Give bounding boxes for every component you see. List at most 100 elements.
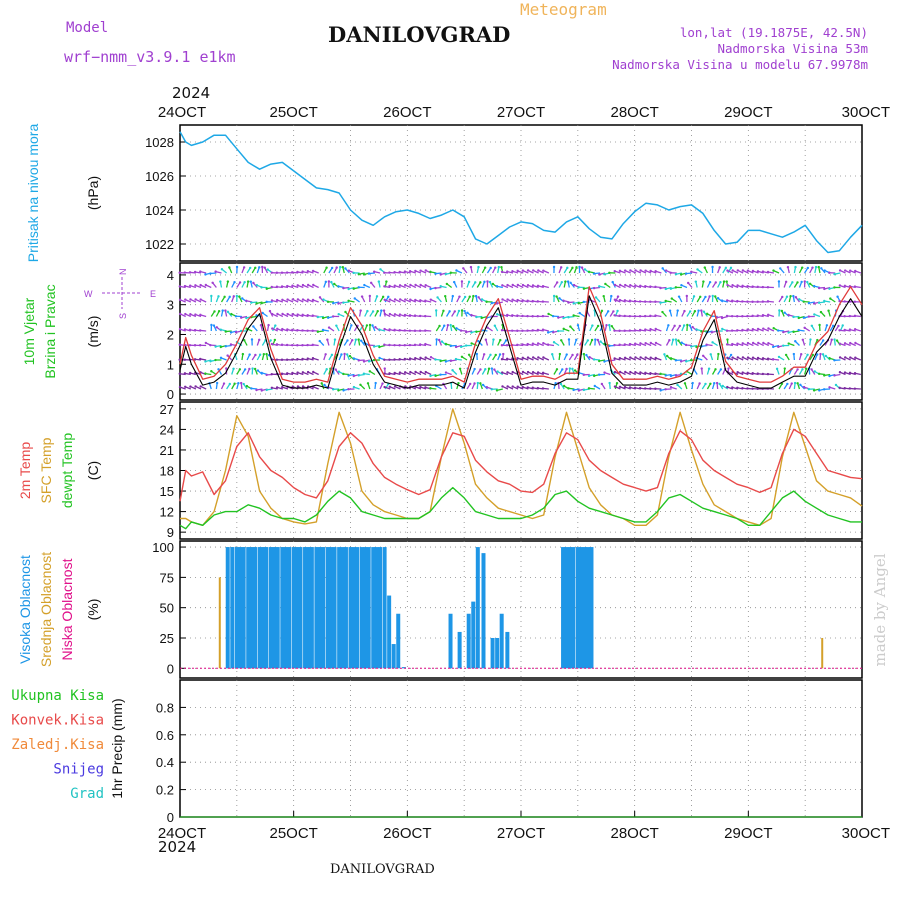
wind-arrow-head xyxy=(542,269,545,272)
wind-arrow-head xyxy=(817,301,821,304)
wind-arrow-head xyxy=(269,339,272,342)
wind-arrow-head xyxy=(633,299,637,303)
wind-arrow-head xyxy=(838,371,842,374)
wind-arrow-head xyxy=(849,341,852,345)
wind-arrow-head xyxy=(214,358,217,362)
x-tick-label-top: 27OCT xyxy=(497,104,545,121)
wind-arrow-head xyxy=(853,285,857,288)
high-cloud-bar xyxy=(564,547,569,669)
wind-arrow-head xyxy=(366,382,370,385)
wind-arrow-head xyxy=(189,385,192,388)
wind-arrow-head xyxy=(838,342,842,345)
wind-arrow-head xyxy=(296,385,300,388)
wind-arrow-head xyxy=(439,273,442,276)
wind-arrow-head xyxy=(270,285,273,289)
wind-arrow-head xyxy=(184,298,187,301)
x-tick-label-top: 30OCT xyxy=(842,104,890,121)
wind-arrow-head xyxy=(643,314,647,318)
wind-arrow-head xyxy=(321,328,325,332)
wind-arrow-head xyxy=(825,324,829,327)
wind-arrow-head xyxy=(482,353,486,356)
wind-arrow-head xyxy=(605,323,608,327)
wind-arrow-head xyxy=(464,344,468,347)
x-tick-label-bottom: 25OCT xyxy=(269,825,317,842)
wind-arrow-head xyxy=(444,342,448,346)
wind-arrow-head xyxy=(337,285,340,288)
wind-arrow-head xyxy=(792,330,795,334)
wind-arrow-head xyxy=(628,342,632,346)
wind-arrow-head xyxy=(669,357,673,360)
wind-arrow-head xyxy=(403,357,407,361)
wind-arrow-head xyxy=(593,384,597,388)
wind-arrow-head xyxy=(800,266,804,269)
wind-arrow-head xyxy=(330,353,334,357)
wind-arrow-head xyxy=(480,316,483,320)
high-cloud-bar xyxy=(309,547,314,669)
wind-arrow-head xyxy=(243,280,246,284)
wind-arrow-head xyxy=(372,345,376,348)
wind-arrow-head xyxy=(408,270,412,273)
wind-arrow-head xyxy=(726,385,729,389)
wind-arrow-head xyxy=(721,384,724,388)
wind-arrow-head xyxy=(664,299,667,303)
wind-arrow-head xyxy=(806,353,809,356)
wind-arrow-head xyxy=(324,280,328,284)
wind-arrow-head xyxy=(711,341,714,344)
cloud-ytick-label: 0 xyxy=(167,661,174,676)
wind-arrow-head xyxy=(413,343,417,346)
wind-arrow-head xyxy=(270,372,273,376)
wind-arrow-head xyxy=(592,286,596,290)
wind-arrow-head xyxy=(306,283,310,287)
wind-arrow-head xyxy=(485,300,488,303)
wind-arrow-head xyxy=(702,310,706,313)
wind-arrow-head xyxy=(178,298,182,302)
wind-arrow-head xyxy=(331,388,335,391)
wind-arrow-head xyxy=(594,296,598,299)
wind-arrow-head xyxy=(638,300,642,303)
wind-arrow-head xyxy=(669,386,673,389)
wind-arrow-head xyxy=(587,387,591,390)
wind-arrow-head xyxy=(596,324,600,328)
wind-arrow-head xyxy=(746,269,750,272)
wind-arrow-head xyxy=(495,285,499,288)
high-cloud-bar xyxy=(586,547,591,669)
wind-arrow-head xyxy=(374,381,377,385)
high-cloud-bar xyxy=(374,547,379,669)
precip-legend-item: Ukupna Kisa xyxy=(11,688,104,704)
wind-arrow-head xyxy=(382,309,386,312)
mid-cloud-bar xyxy=(821,637,824,669)
wind-arrow-head xyxy=(690,345,693,348)
wind-arrow-head xyxy=(844,356,847,359)
cloud-ytick-label: 100 xyxy=(152,540,174,555)
wind-ytick-label: 2 xyxy=(167,327,174,342)
wind-arrow-head xyxy=(783,311,786,314)
wind-arrow-head xyxy=(741,300,744,303)
high-cloud-bar xyxy=(280,547,285,669)
wind-arrow-head xyxy=(199,283,202,287)
compass-w: W xyxy=(84,289,93,299)
wind-arrow-head xyxy=(521,299,524,302)
wind-arrow-head xyxy=(454,357,458,361)
wind-arrow-head xyxy=(472,294,475,298)
wind-arrow-head xyxy=(233,382,236,385)
wind-arrow-head xyxy=(796,281,799,284)
wind-arrow-head xyxy=(316,330,320,333)
wind-arrow-head xyxy=(367,360,371,363)
wind-arrow-head xyxy=(444,371,448,374)
wind-arrow-head xyxy=(772,327,775,330)
wind-arrow-head xyxy=(700,330,703,333)
wind-arrow-head xyxy=(506,385,509,388)
wind-arrow-head xyxy=(736,371,739,374)
wind-arrow-head xyxy=(526,342,529,346)
wind-ytick-label: 0 xyxy=(167,387,174,402)
wind-arrow-head xyxy=(634,356,637,359)
wind-arrow-head xyxy=(210,294,213,298)
high-cloud-bar xyxy=(505,631,510,669)
wind-arrow-head xyxy=(729,266,733,270)
wind-arrow-head xyxy=(805,367,808,370)
wind-arrow-head xyxy=(291,284,294,287)
wind-arrow-head xyxy=(258,266,261,269)
high-cloud-bar xyxy=(589,547,594,669)
wind-arrow-head xyxy=(340,353,343,356)
wind-arrow-head xyxy=(639,342,642,345)
